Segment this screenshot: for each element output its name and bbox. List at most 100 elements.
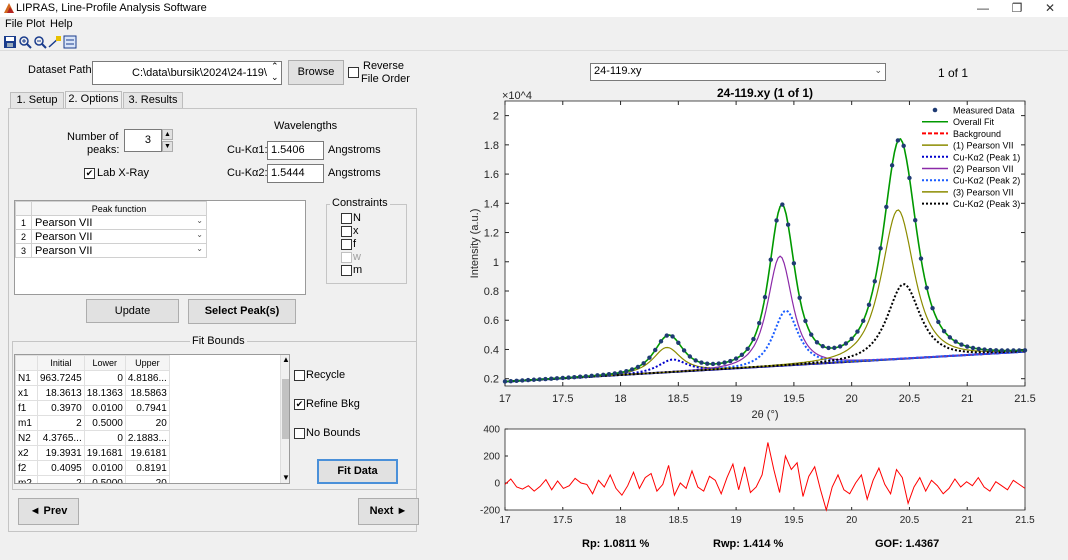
data-point <box>676 340 681 345</box>
x-tick-label: 17 <box>499 393 511 405</box>
data-point <box>866 302 872 307</box>
recycle-checkbox[interactable] <box>294 370 305 381</box>
fit-data-button[interactable]: Fit Data <box>317 459 398 484</box>
param-initial[interactable]: 963.7245 <box>37 370 85 386</box>
zoom-in-icon[interactable] <box>18 35 32 49</box>
table-row[interactable]: N2 4.3765... 0 2.1883... <box>15 430 170 446</box>
param-lower[interactable]: 0.0100 <box>83 460 126 476</box>
constraint-x-checkbox[interactable] <box>341 226 352 237</box>
legend-label: (1) Pearson VII <box>953 141 1014 151</box>
param-lower[interactable]: 0.5000 <box>83 475 126 483</box>
table-row[interactable]: m2 2 0.5000 20 <box>15 475 170 483</box>
residual-plot-area <box>504 428 1026 511</box>
param-initial[interactable]: 18.3613 <box>37 385 85 401</box>
legend-icon[interactable] <box>63 35 77 49</box>
bounds-scrollbar-thumb[interactable] <box>282 379 289 439</box>
zoom-out-icon[interactable] <box>33 35 47 49</box>
param-lower[interactable]: 0.5000 <box>83 415 126 431</box>
peak-function-select-1[interactable]: Pearson VII ⌄ <box>31 215 207 230</box>
constraint-f-checkbox[interactable] <box>341 239 352 250</box>
dataset-path-field[interactable]: C:\data\bursik\2024\24-119\ <box>92 61 282 85</box>
lab-xray-checkbox[interactable]: ✔ <box>84 168 95 179</box>
table-row[interactable]: x2 19.3931 19.1681 19.6181 <box>15 445 170 461</box>
param-upper[interactable]: 19.6181 <box>124 445 170 461</box>
table-row[interactable]: f2 0.4095 0.0100 0.8191 <box>15 460 170 476</box>
table-row[interactable]: f1 0.3970 0.0100 0.7941 <box>15 400 170 416</box>
residual-line <box>504 442 1026 512</box>
no-bounds-checkbox[interactable] <box>294 428 305 439</box>
param-initial[interactable]: 19.3931 <box>37 445 85 461</box>
select-peaks-button[interactable]: Select Peak(s) <box>188 299 296 324</box>
data-point <box>976 346 981 352</box>
browse-button[interactable]: Browse <box>288 60 344 85</box>
peak-row-1[interactable]: 1 Pearson VII ⌄ <box>15 215 207 230</box>
constraint-n-checkbox[interactable] <box>341 213 352 224</box>
param-upper[interactable]: 0.8191 <box>124 460 170 476</box>
scroll-down-icon[interactable]: ▼ <box>282 473 290 482</box>
ka1-input[interactable]: 1.5406 <box>267 141 324 160</box>
param-initial[interactable]: 0.3970 <box>37 400 85 416</box>
menu-plot[interactable]: Plot <box>26 18 45 30</box>
num-peaks-up-button[interactable]: ▲ <box>162 129 173 140</box>
tab-options[interactable]: 2. Options <box>65 91 122 109</box>
param-initial[interactable]: 4.3765... <box>37 430 85 446</box>
constraint-m-checkbox[interactable] <box>341 265 352 276</box>
tab-results[interactable]: 3. Results <box>123 92 183 108</box>
save-icon[interactable] <box>3 35 17 49</box>
param-initial[interactable]: 2 <box>37 415 85 431</box>
param-name: m1 <box>15 415 38 431</box>
peak-row-3[interactable]: 3 Pearson VII ⌄ <box>15 243 207 258</box>
ka2-input[interactable]: 1.5444 <box>267 164 324 183</box>
file-select-dropdown[interactable]: 24-119.xy ⌄ <box>590 63 886 81</box>
refine-bkg-checkbox[interactable]: ✔ <box>294 399 305 410</box>
param-lower[interactable]: 19.1681 <box>83 445 126 461</box>
table-row[interactable]: N1 963.7245 0 4.8186... <box>15 370 170 386</box>
prev-button[interactable]: ◄ Prev <box>18 498 79 525</box>
chevron-down-icon: ⌄ <box>874 65 882 75</box>
param-upper[interactable]: 18.5863 <box>124 385 170 401</box>
param-upper[interactable]: 0.7941 <box>124 400 170 416</box>
rp-stat: Rp: 1.0811 % <box>582 538 650 550</box>
update-button[interactable]: Update <box>86 299 179 323</box>
param-upper[interactable]: 20 <box>124 475 170 483</box>
table-row[interactable]: x1 18.3613 18.1363 18.5863 <box>15 385 170 401</box>
num-peaks-input[interactable]: 3 <box>124 129 162 152</box>
data-point <box>855 329 860 334</box>
menu-help[interactable]: Help <box>50 18 73 30</box>
data-point <box>687 354 693 359</box>
param-upper[interactable]: 20 <box>124 415 170 431</box>
maximize-button[interactable]: ❐ <box>1011 1 1023 15</box>
data-point <box>560 375 565 381</box>
reverse-file-order-checkbox[interactable] <box>348 67 359 78</box>
param-lower[interactable]: 0 <box>83 430 126 446</box>
chart-title: 24-119.xy (1 of 1) <box>717 86 813 100</box>
tab-setup[interactable]: 1. Setup <box>10 92 64 108</box>
scroll-up-icon[interactable]: ▲ <box>282 355 290 364</box>
peak-function-select-2[interactable]: Pearson VII ⌄ <box>31 229 207 244</box>
param-lower[interactable]: 18.1363 <box>83 385 126 401</box>
param-lower[interactable]: 0.0100 <box>83 400 126 416</box>
residual-chart[interactable]: 17 17.5 18 18.5 19 19.5 20 20.5 21 21.5 -200 0 200 40… <box>460 422 1060 530</box>
param-upper[interactable]: 2.1883... <box>124 430 170 446</box>
peak-row-2[interactable]: 2 Pearson VII ⌄ <box>15 229 207 244</box>
param-initial[interactable]: 0.4095 <box>37 460 85 476</box>
num-peaks-down-button[interactable]: ▼ <box>162 141 173 152</box>
dataset-path-label: Dataset Path <box>28 64 92 76</box>
peak-function-select-3[interactable]: Pearson VII ⌄ <box>31 243 207 258</box>
minimize-button[interactable]: — <box>977 1 989 15</box>
path-scroll-up-icon[interactable]: ⌃ <box>271 61 279 71</box>
path-scroll-down-icon[interactable]: ⌄ <box>271 72 279 82</box>
bounds-scrollbar[interactable]: ▲ ▼ <box>280 355 290 483</box>
param-initial[interactable]: 2 <box>37 475 85 483</box>
param-lower[interactable]: 0 <box>83 370 126 386</box>
data-cursor-icon[interactable] <box>48 35 62 49</box>
data-point <box>930 305 935 311</box>
menu-file[interactable]: File <box>5 18 23 30</box>
data-point <box>618 370 623 375</box>
fit-chart[interactable]: 24-119.xy (1 of 1) ×10^4 17 17.5 18 18.5 19 19.… <box>460 84 1060 424</box>
next-button[interactable]: Next ► <box>358 498 419 525</box>
param-upper[interactable]: 4.8186... <box>124 370 170 386</box>
data-point <box>924 285 929 290</box>
close-button[interactable]: ✕ <box>1044 1 1056 15</box>
table-row[interactable]: m1 2 0.5000 20 <box>15 415 170 431</box>
